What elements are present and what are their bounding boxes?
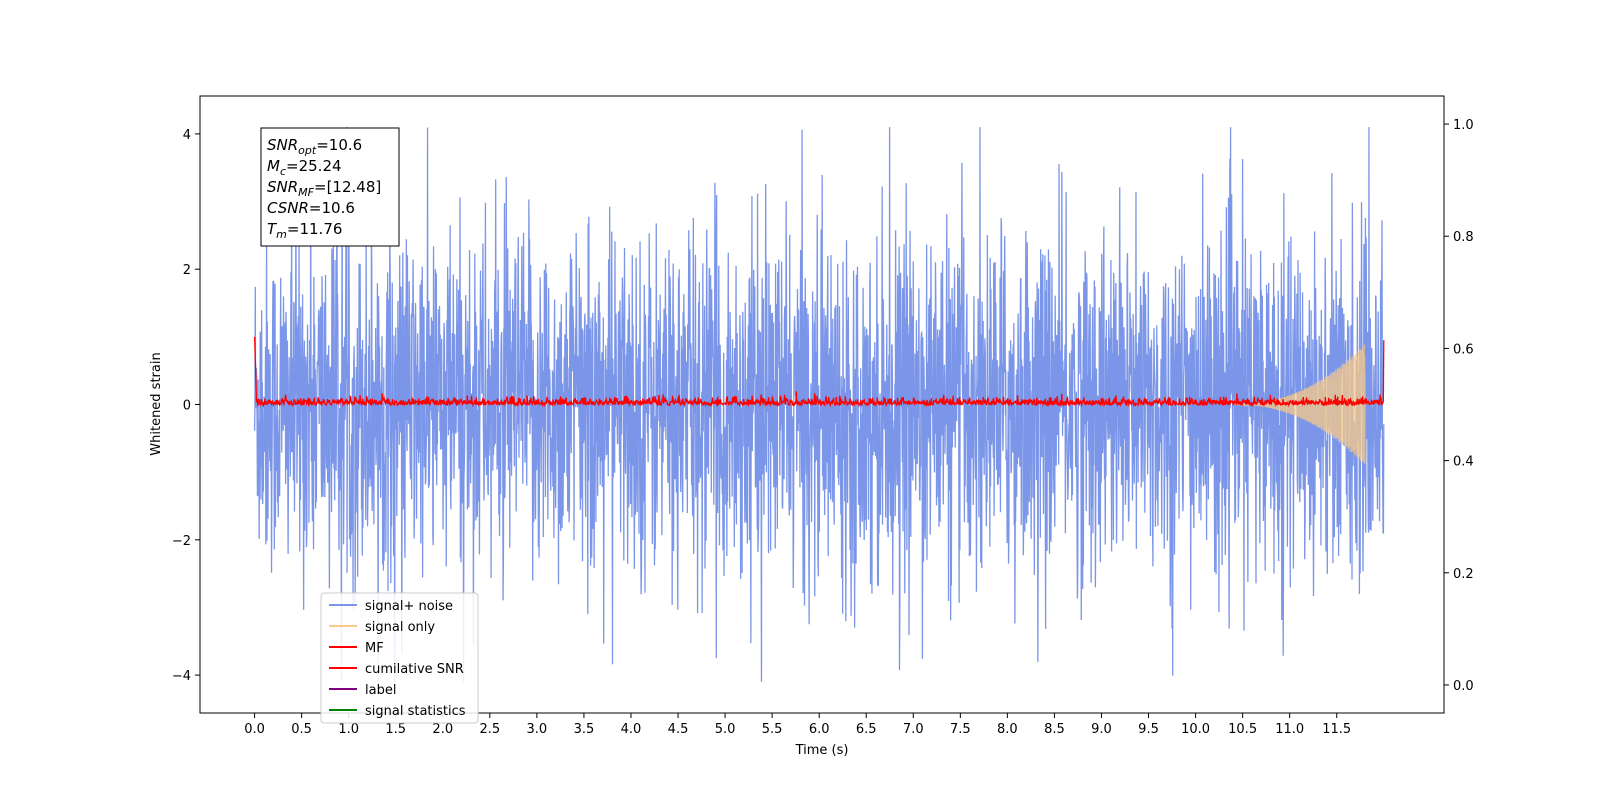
x-tick-label: 3.0 [527, 722, 548, 737]
x-tick-label: 9.5 [1138, 722, 1159, 737]
y-tick-label: 2 [183, 263, 191, 278]
y-tick-label: −2 [172, 534, 191, 549]
x-tick-label: 6.5 [856, 722, 877, 737]
x-tick-label: 4.0 [621, 722, 642, 737]
x-tick-label: 6.0 [809, 722, 830, 737]
y2-tick-label: 0.8 [1453, 230, 1474, 245]
annotation-line: SNRMF=[12.48] [267, 178, 381, 199]
series-mf [253, 336, 1385, 408]
x-tick-label: 3.5 [574, 722, 595, 737]
x-tick-label: 1.0 [338, 722, 359, 737]
legend-label: signal+ noise [365, 599, 453, 614]
y2-tick-label: 0.6 [1453, 342, 1474, 357]
annotation-frame [260, 127, 400, 247]
x-tick-label: 0.0 [244, 722, 265, 737]
x-tick-label: 10.0 [1181, 722, 1210, 737]
legend-label: signal statistics [365, 704, 466, 719]
y-tick-label: 4 [183, 128, 191, 143]
legend-label: label [365, 683, 396, 698]
legend-label: cumilative SNR [365, 662, 464, 677]
x-tick-label: 4.5 [668, 722, 689, 737]
x-tick-label: 8.0 [997, 722, 1018, 737]
x-tick-label: 2.0 [432, 722, 453, 737]
legend-frame [320, 592, 479, 724]
y2-tick-label: 1.0 [1453, 118, 1474, 133]
x-tick-label: 7.5 [950, 722, 971, 737]
x-tick-label: 9.0 [1091, 722, 1112, 737]
x-tick-label: 1.5 [385, 722, 406, 737]
y2-tick-label: 0.4 [1453, 455, 1474, 470]
x-tick-label: 2.5 [479, 722, 500, 737]
plot-area [253, 127, 1385, 682]
y2-tick-label: 0.2 [1453, 567, 1474, 582]
y-axis-label: Whitened strain [149, 352, 164, 455]
stats-annotation-box: SNRopt=10.6Mc=25.24SNRMF=[12.48]CSNR=10.… [260, 127, 400, 247]
legend-label: signal only [365, 620, 435, 635]
annotation-line: Mc=25.24 [267, 157, 342, 178]
x-tick-label: 11.0 [1275, 722, 1304, 737]
annotation-line: SNRopt=10.6 [267, 136, 362, 157]
series-signal-noise [253, 127, 1385, 682]
legend-label: MF [365, 641, 384, 656]
annotation-line: CSNR=10.6 [267, 199, 355, 217]
x-tick-label: 10.5 [1228, 722, 1257, 737]
x-tick-label: 7.0 [903, 722, 924, 737]
legend: signal+ noise signal only MF cumilative SNR… [320, 592, 479, 724]
x-axis-label: Time (s) [795, 743, 849, 758]
x-tick-label: 5.5 [762, 722, 783, 737]
y2-tick-label: 0.0 [1453, 679, 1474, 694]
y-tick-label: 0 [183, 399, 191, 414]
series-signal-only [1233, 344, 1366, 465]
x-axis: 0.0 0.5 1.0 1.5 2.0 2.5 3.0 3.5 4.0 4.5 5.0 5.5 6.0 6… [244, 713, 1351, 737]
annotation-line: Tm=11.76 [267, 220, 342, 241]
y-axis-right: 0.0 0.2 0.4 0.6 0.8 1.0 [1444, 118, 1474, 694]
x-tick-label: 8.5 [1044, 722, 1065, 737]
x-tick-label: 0.5 [291, 722, 312, 737]
y-tick-label: −4 [172, 669, 191, 684]
x-tick-label: 5.0 [715, 722, 736, 737]
y-axis-left: −4 −2 0 2 4 [172, 128, 200, 684]
x-tick-label: 11.5 [1322, 722, 1351, 737]
